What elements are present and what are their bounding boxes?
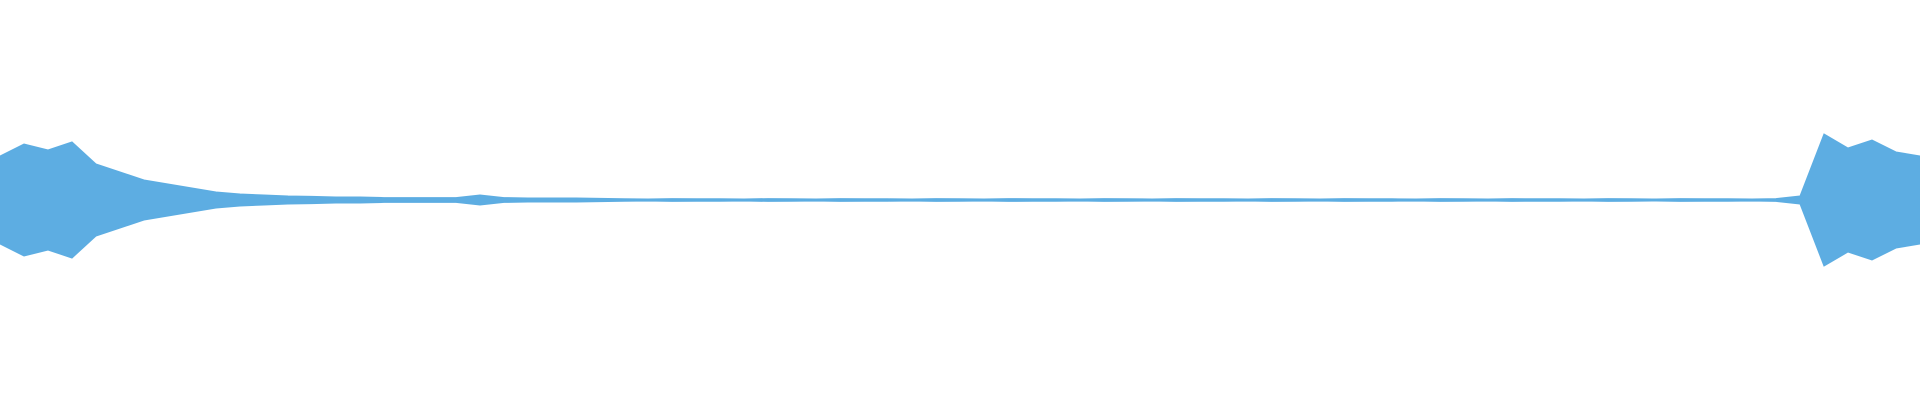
waveform-upper (0, 133, 1920, 201)
waveform-lower (0, 199, 1920, 267)
